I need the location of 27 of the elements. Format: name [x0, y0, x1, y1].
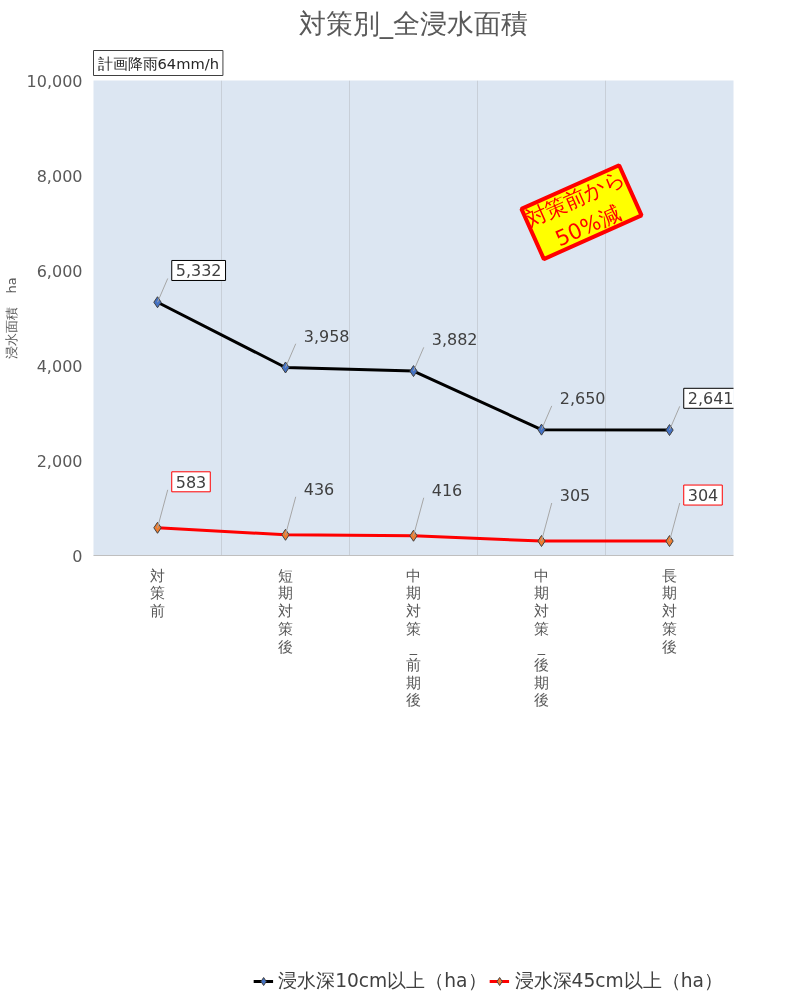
y-tick-label: 0: [72, 546, 83, 566]
y-tick-label: 2,000: [36, 451, 83, 471]
y-tick-label: 4,000: [36, 356, 83, 376]
y-tick-label: 8,000: [36, 166, 83, 186]
data-label: 416: [431, 480, 463, 500]
text: 計画降雨64mm/h: [97, 54, 219, 72]
data-label: 305: [559, 486, 591, 506]
x-tick-label: 中期対策_前期後: [406, 566, 421, 709]
legend-label: 浸水深10cm以上（ha）: [278, 969, 487, 993]
chart-title: 対策別_全浸水面積: [298, 7, 529, 39]
x-tick-label: 短期対策後: [278, 566, 293, 655]
x-tick-label: 中期対策_後期後: [534, 566, 549, 709]
y-axis-title: 浸水面積 ha: [3, 277, 19, 359]
data-label: 304: [687, 486, 719, 506]
data-label: 2,650: [559, 388, 606, 408]
legend-label: 浸水深45cm以上（ha）: [514, 969, 723, 993]
y-tick-label: 6,000: [36, 261, 83, 281]
data-label: 2,641: [687, 389, 734, 409]
data-label: 5,332: [175, 261, 222, 281]
x-tick-label: 長期対策後: [662, 566, 677, 655]
data-label: 3,882: [431, 330, 478, 350]
data-label: 436: [303, 479, 335, 499]
y-tick-label: 10,000: [26, 71, 83, 91]
annotation: 対策前から 50%減: [521, 165, 630, 252]
data-label: 3,958: [303, 326, 350, 346]
x-tick-label: 対策前: [150, 566, 165, 620]
data-label: 583: [175, 472, 207, 492]
